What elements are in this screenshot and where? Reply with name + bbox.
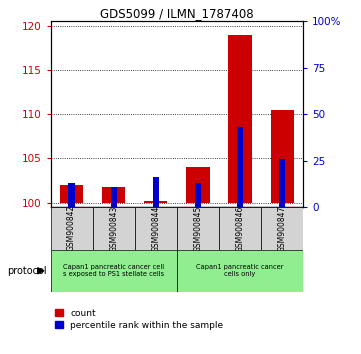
Text: Capan1 pancreatic cancer
cells only: Capan1 pancreatic cancer cells only xyxy=(196,264,284,277)
Bar xyxy=(229,34,252,202)
Text: GSM900842: GSM900842 xyxy=(67,205,76,251)
Bar xyxy=(219,207,261,250)
Bar xyxy=(110,187,117,207)
Text: GSM900845: GSM900845 xyxy=(193,205,203,252)
Text: GSM900843: GSM900843 xyxy=(109,205,118,252)
Bar xyxy=(102,187,125,202)
Bar xyxy=(51,207,93,250)
Bar xyxy=(135,207,177,250)
Bar xyxy=(177,207,219,250)
Bar xyxy=(237,127,243,207)
Text: GSM900846: GSM900846 xyxy=(236,205,244,252)
Bar xyxy=(60,185,83,202)
Bar xyxy=(271,110,294,202)
Bar xyxy=(177,250,303,292)
Bar xyxy=(261,207,303,250)
Bar xyxy=(69,183,75,207)
Text: protocol: protocol xyxy=(7,266,47,276)
Bar xyxy=(93,207,135,250)
Bar xyxy=(144,201,168,202)
Title: GDS5099 / ILMN_1787408: GDS5099 / ILMN_1787408 xyxy=(100,7,254,20)
Bar xyxy=(279,159,285,207)
Bar xyxy=(195,183,201,207)
Bar xyxy=(186,167,209,202)
Text: GSM900847: GSM900847 xyxy=(278,205,287,252)
Bar xyxy=(51,250,177,292)
Legend: count, percentile rank within the sample: count, percentile rank within the sample xyxy=(55,309,223,330)
Text: Capan1 pancreatic cancer cell
s exposed to PS1 stellate cells: Capan1 pancreatic cancer cell s exposed … xyxy=(63,264,164,277)
Text: GSM900844: GSM900844 xyxy=(151,205,160,252)
Bar xyxy=(153,177,159,207)
